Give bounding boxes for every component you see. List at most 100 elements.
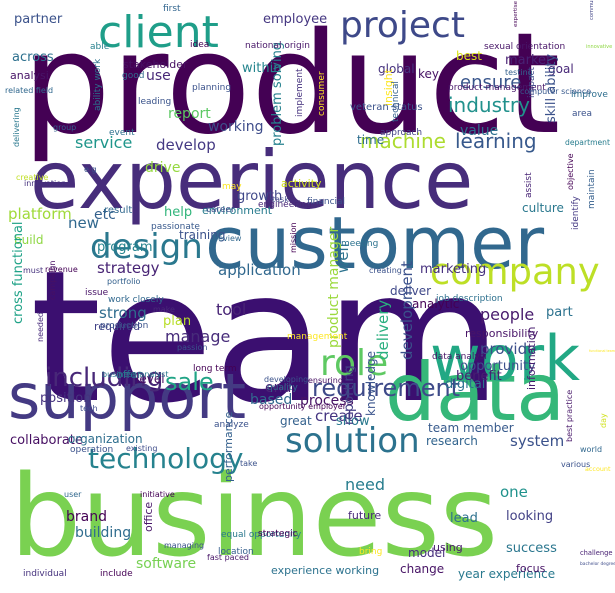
- word-machine: machine: [360, 129, 446, 153]
- word-innovative: innovative: [586, 44, 612, 50]
- word-analyze: analyze: [214, 420, 249, 430]
- word-consumer: consumer: [317, 71, 327, 116]
- word-activity: activity: [281, 177, 322, 190]
- word-year-experience: year experience: [458, 567, 555, 581]
- word-experience-working: experience working: [271, 564, 379, 577]
- word-training: training: [179, 228, 226, 242]
- word-issue: issue: [85, 288, 109, 298]
- word-people: people: [480, 305, 534, 324]
- word-show: show: [336, 414, 370, 429]
- word-production: production: [100, 321, 148, 331]
- word-delivery: delivery: [374, 300, 392, 360]
- word-process: process: [300, 393, 354, 409]
- word-customer: customer: [205, 201, 544, 285]
- word-event: event: [109, 128, 135, 138]
- word-global: global: [378, 62, 415, 76]
- word-job-description: job description: [435, 294, 503, 304]
- word-future: future: [348, 509, 381, 522]
- word-benefit: benefit: [456, 369, 502, 384]
- word-platform: platform: [8, 205, 72, 223]
- word-ensuring: ensuring: [308, 376, 343, 385]
- word-experience: experience: [30, 134, 473, 227]
- word-insight: insight: [382, 68, 395, 106]
- word-take: take: [240, 459, 257, 468]
- word-impact: impact: [527, 67, 537, 98]
- word-expertise: expertise: [513, 0, 519, 27]
- word-service: service: [75, 133, 132, 152]
- word-best-practice: best practice: [565, 390, 574, 442]
- word-developing: developing: [264, 375, 308, 384]
- word-knowledge: knowledge: [364, 351, 378, 416]
- word-focus: focus: [516, 562, 546, 575]
- word-passionate: passionate: [151, 222, 200, 232]
- word-project: project: [340, 5, 465, 46]
- word-initiative: initiative: [140, 490, 175, 499]
- word-group: group: [53, 123, 76, 132]
- word-team: team: [30, 231, 502, 443]
- word-stakeholder: stakeholder: [123, 58, 188, 71]
- word-communication-skill: communication skill: [589, 0, 595, 20]
- word-challenge: challenge: [580, 549, 612, 557]
- word-product-management: product management: [448, 83, 546, 93]
- word-culture: culture: [522, 201, 564, 215]
- word-first: first: [163, 4, 181, 14]
- word-veteran-status: veteran status: [350, 102, 423, 113]
- word-office: office: [142, 502, 155, 532]
- word-tool: tool: [216, 300, 246, 319]
- word-application: application: [218, 261, 301, 279]
- word-sale: sale: [165, 368, 214, 396]
- word-software: software: [136, 556, 196, 572]
- word-help: help: [164, 205, 192, 220]
- word-objective: objective: [566, 153, 575, 190]
- word-innovation: innovation: [24, 179, 66, 188]
- word-improve: improve: [571, 90, 608, 100]
- word-organization: organization: [68, 432, 143, 446]
- word-individual: individual: [23, 569, 67, 579]
- word-manage: manage: [165, 327, 230, 346]
- word-industry: industry: [448, 93, 530, 117]
- word-reporting: reporting: [342, 365, 357, 425]
- word-location: location: [218, 547, 254, 557]
- word-strategy: strategy: [97, 259, 160, 277]
- word-using: using: [433, 541, 463, 554]
- word-role: role: [320, 343, 388, 384]
- word-strong: strong: [99, 304, 147, 322]
- word-lead: lead: [450, 511, 478, 526]
- word-good: good: [122, 71, 144, 81]
- word-review: review: [215, 234, 242, 243]
- word-may: may: [222, 182, 242, 192]
- word-looking: looking: [506, 509, 553, 524]
- word-testing: testing: [505, 68, 533, 77]
- word-creating: creating: [369, 266, 402, 275]
- word-fast-paced: fast paced: [207, 553, 249, 562]
- word-must: must: [23, 266, 43, 275]
- word-work: work: [430, 322, 580, 395]
- word-market: market: [505, 53, 551, 68]
- word-develop: develop: [156, 136, 216, 154]
- word-report: report: [168, 106, 211, 122]
- word-partner: partner: [14, 12, 63, 27]
- word-including: including: [45, 363, 163, 393]
- word-well: well: [334, 243, 352, 273]
- word-meeting: meeting: [341, 239, 378, 249]
- word-cross-functional: cross functional: [11, 221, 26, 324]
- word-business-analyst: business analyst: [102, 370, 169, 379]
- word-best: best: [456, 49, 482, 63]
- word-team-member: team member: [428, 421, 514, 435]
- word-analysi: analysi: [10, 69, 49, 82]
- word-offer: offer: [116, 368, 142, 381]
- word-department: department: [565, 138, 610, 147]
- word-opportunity: opportunity: [460, 359, 536, 374]
- word-goal: goal: [548, 62, 574, 76]
- word-requirement: requirement: [312, 374, 460, 402]
- word-creative: creative: [16, 173, 48, 182]
- word-national-origin: national origin: [245, 41, 310, 51]
- word-value: value: [460, 123, 498, 139]
- word-computer-science: computer science: [520, 87, 591, 96]
- word-learning: learning: [455, 129, 537, 153]
- word-technology: technology: [88, 442, 243, 475]
- word-revenue: revenue: [45, 265, 78, 274]
- word-career: career: [206, 205, 235, 215]
- word-product: product: [22, 3, 560, 166]
